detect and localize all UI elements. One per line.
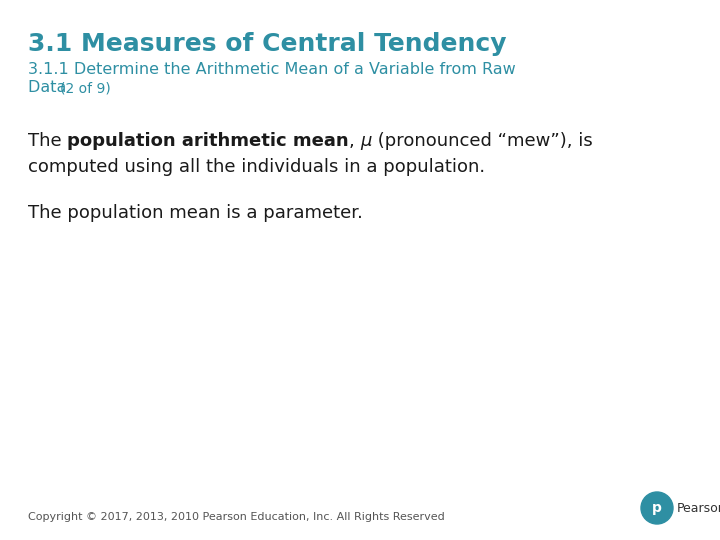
Text: 3.1 Measures of Central Tendency: 3.1 Measures of Central Tendency: [28, 32, 506, 56]
Text: Copyright © 2017, 2013, 2010 Pearson Education, Inc. All Rights Reserved: Copyright © 2017, 2013, 2010 Pearson Edu…: [28, 512, 445, 522]
Text: computed using all the individuals in a population.: computed using all the individuals in a …: [28, 158, 485, 176]
Text: 3.1.1 Determine the Arithmetic Mean of a Variable from Raw: 3.1.1 Determine the Arithmetic Mean of a…: [28, 62, 516, 77]
Text: ,: ,: [349, 132, 361, 150]
Text: (2 of 9): (2 of 9): [60, 82, 111, 96]
Text: Pearson: Pearson: [677, 502, 720, 515]
Text: (pronounced “mew”), is: (pronounced “mew”), is: [372, 132, 593, 150]
Circle shape: [641, 492, 673, 524]
Text: population arithmetic mean: population arithmetic mean: [68, 132, 349, 150]
Text: Data: Data: [28, 80, 71, 95]
Text: The population mean is a parameter.: The population mean is a parameter.: [28, 204, 363, 222]
Text: μ: μ: [361, 132, 372, 150]
Text: p: p: [652, 501, 662, 515]
Text: The: The: [28, 132, 68, 150]
